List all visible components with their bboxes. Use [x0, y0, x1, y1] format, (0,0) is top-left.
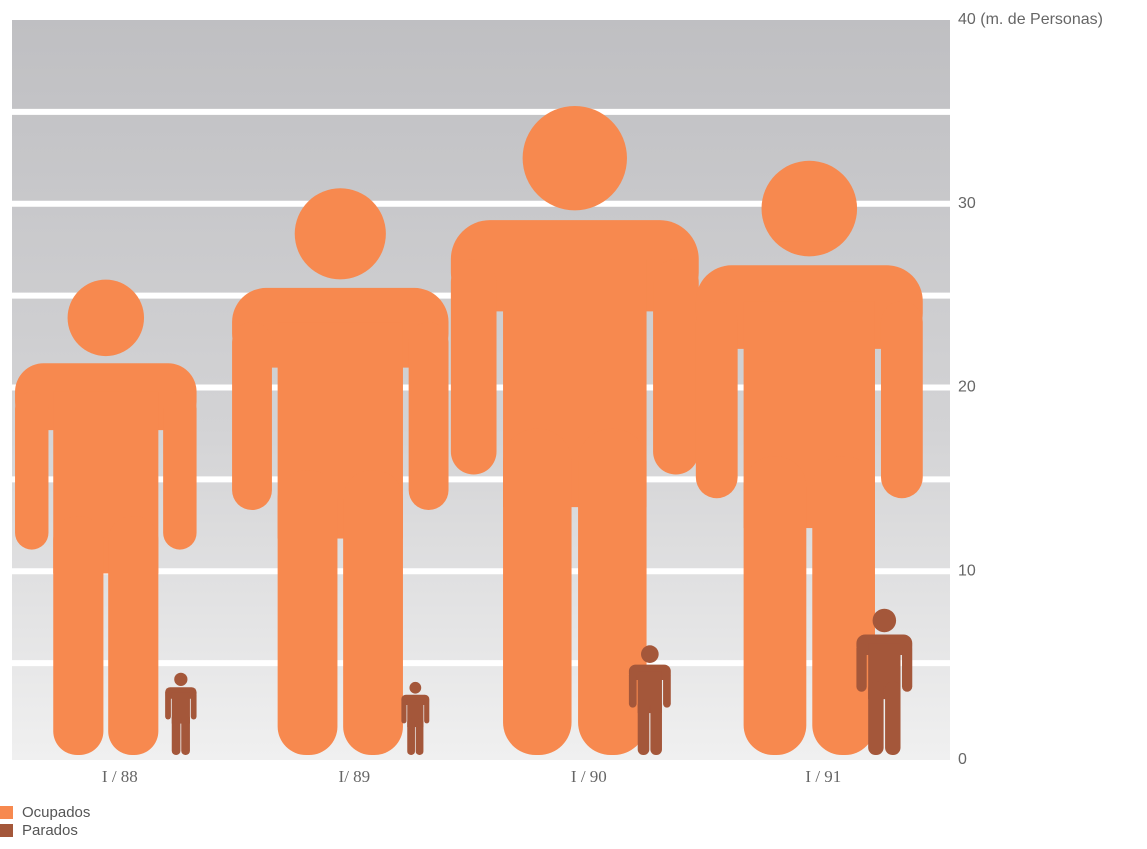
figure-arm: [163, 391, 197, 550]
figure-arm: [401, 699, 407, 724]
x-tick-label: I / 90: [571, 767, 607, 786]
figure-leg: [277, 470, 338, 755]
figure-head: [174, 672, 188, 686]
figure-arm: [408, 322, 449, 511]
person-figure: [401, 681, 430, 755]
figure-leg: [171, 713, 181, 755]
x-tick-label: I / 88: [102, 767, 138, 786]
figure-head: [409, 681, 422, 694]
figure-arm: [880, 301, 923, 499]
y-tick-label: 20: [958, 379, 976, 396]
figure-arm: [663, 671, 671, 708]
figure-leg: [53, 516, 104, 755]
figure-arm: [232, 322, 272, 511]
y-tick-label: 0: [958, 751, 967, 768]
figure-leg: [650, 699, 662, 755]
figure-leg: [885, 681, 901, 755]
y-tick-label: 30: [958, 195, 976, 212]
legend-label: Ocupados: [22, 804, 90, 821]
figure-leg: [415, 718, 424, 755]
figure-leg: [637, 699, 650, 755]
figure-arm: [165, 692, 171, 720]
figure-arm: [424, 699, 430, 724]
figure-arm: [901, 643, 913, 692]
figure-leg: [407, 718, 415, 755]
figure-leg: [181, 713, 190, 755]
figure-arm: [15, 391, 49, 550]
figure-head: [522, 105, 627, 211]
figure-leg: [108, 516, 159, 755]
figure-arm: [450, 259, 497, 475]
figure-arm: [695, 301, 738, 499]
figure-head: [294, 188, 386, 280]
person-figure: [856, 608, 913, 755]
figure-arm: [856, 643, 867, 692]
legend-swatch: [0, 824, 13, 837]
figure-head: [872, 608, 897, 633]
figure-leg: [743, 456, 807, 755]
y-tick-label: 40 (m. de Personas): [958, 11, 1103, 28]
x-tick-label: I / 91: [805, 767, 841, 786]
person-figure: [165, 672, 197, 755]
figure-arm: [628, 671, 637, 708]
figure-leg: [578, 428, 647, 755]
legend-swatch: [0, 806, 13, 819]
figure-leg: [503, 428, 572, 755]
figure-head: [67, 279, 145, 357]
figure-leg: [343, 470, 403, 755]
x-tick-label: I/ 89: [339, 767, 371, 786]
figure-head: [641, 645, 659, 663]
person-figure: [15, 279, 197, 755]
figure-leg: [868, 681, 884, 755]
person-figure: [628, 645, 671, 755]
figure-head: [761, 160, 858, 257]
figure-arm: [653, 259, 699, 475]
person-figure: [232, 188, 449, 755]
figure-arm: [190, 692, 197, 720]
legend-label: Parados: [22, 822, 78, 839]
y-tick-label: 10: [958, 562, 976, 579]
figure-leg: [812, 456, 875, 755]
